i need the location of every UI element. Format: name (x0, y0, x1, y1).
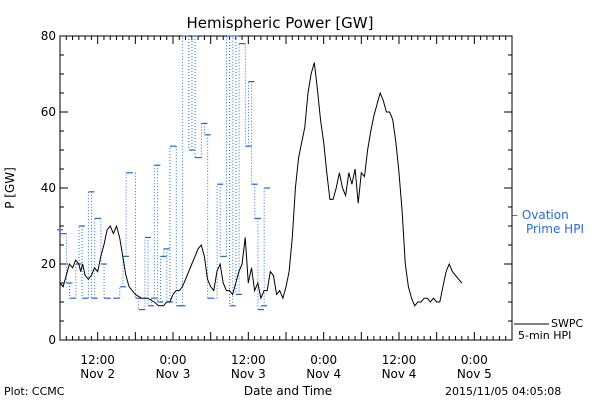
timestamp-label: 2015/11/05 04:05:08 (445, 385, 561, 398)
plot-source-label: Plot: CCMC (4, 385, 65, 398)
x-tick-label-time: 0:00 (160, 353, 187, 367)
x-tick-label-date: Nov 4 (382, 367, 417, 381)
x-tick-label-date: Nov 3 (156, 367, 191, 381)
y-tick-label: 80 (41, 29, 56, 43)
y-axis: 0 20 40 60 80 (41, 29, 512, 347)
y-tick-label: 20 (41, 257, 56, 271)
swpc-hpi-line (59, 62, 463, 307)
x-tick-label-date: Nov 4 (306, 367, 341, 381)
y-tick-label: 60 (41, 105, 56, 119)
legend-swpc-line2: 5-min HPI (518, 329, 571, 342)
chart-title: Hemispheric Power [GW] (187, 14, 374, 32)
x-tick-label-time: 12:00 (80, 353, 115, 367)
legend-ovation-line1: – Ovation (512, 208, 569, 222)
x-tick-label-date: Nov 3 (231, 367, 266, 381)
y-axis-label: P [GW] (3, 167, 17, 209)
plot-frame (59, 35, 513, 341)
y-tick-label: 40 (41, 181, 56, 195)
x-tick-label-date: Nov 5 (457, 367, 492, 381)
x-tick-label-time: 12:00 (382, 353, 417, 367)
x-tick-label-time: 0:00 (310, 353, 337, 367)
x-tick-label-time: 12:00 (231, 353, 266, 367)
x-axis-label: Date and Time (244, 384, 332, 398)
legend-swpc-line1: SWPC (551, 317, 583, 330)
series-group (57, 35, 463, 311)
x-tick-label-date: Nov 2 (80, 367, 115, 381)
y-tick-label: 0 (48, 333, 56, 347)
x-tick-label-time: 0:00 (461, 353, 488, 367)
legend-ovation-line2: Prime HPI (526, 222, 584, 236)
